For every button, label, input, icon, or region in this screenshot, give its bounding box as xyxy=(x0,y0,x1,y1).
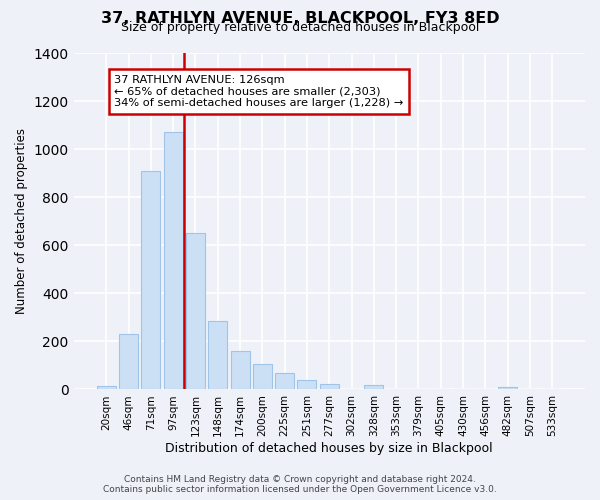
Bar xyxy=(364,384,383,390)
Bar xyxy=(97,386,116,390)
Y-axis label: Number of detached properties: Number of detached properties xyxy=(15,128,28,314)
Text: 37 RATHLYN AVENUE: 126sqm
← 65% of detached houses are smaller (2,303)
34% of se: 37 RATHLYN AVENUE: 126sqm ← 65% of detac… xyxy=(115,75,404,108)
Text: Size of property relative to detached houses in Blackpool: Size of property relative to detached ho… xyxy=(121,22,479,35)
Bar xyxy=(142,171,160,390)
Bar xyxy=(498,387,517,390)
Text: 37, RATHLYN AVENUE, BLACKPOOL, FY3 8ED: 37, RATHLYN AVENUE, BLACKPOOL, FY3 8ED xyxy=(101,11,499,26)
X-axis label: Distribution of detached houses by size in Blackpool: Distribution of detached houses by size … xyxy=(166,442,493,455)
Bar xyxy=(275,372,294,390)
Bar xyxy=(186,233,205,390)
Bar xyxy=(320,384,339,390)
Bar xyxy=(253,364,272,390)
Bar xyxy=(298,380,316,390)
Bar xyxy=(119,334,138,390)
Bar xyxy=(230,352,250,390)
Bar xyxy=(208,321,227,390)
Bar xyxy=(164,132,182,390)
Text: Contains HM Land Registry data © Crown copyright and database right 2024.
Contai: Contains HM Land Registry data © Crown c… xyxy=(103,474,497,494)
